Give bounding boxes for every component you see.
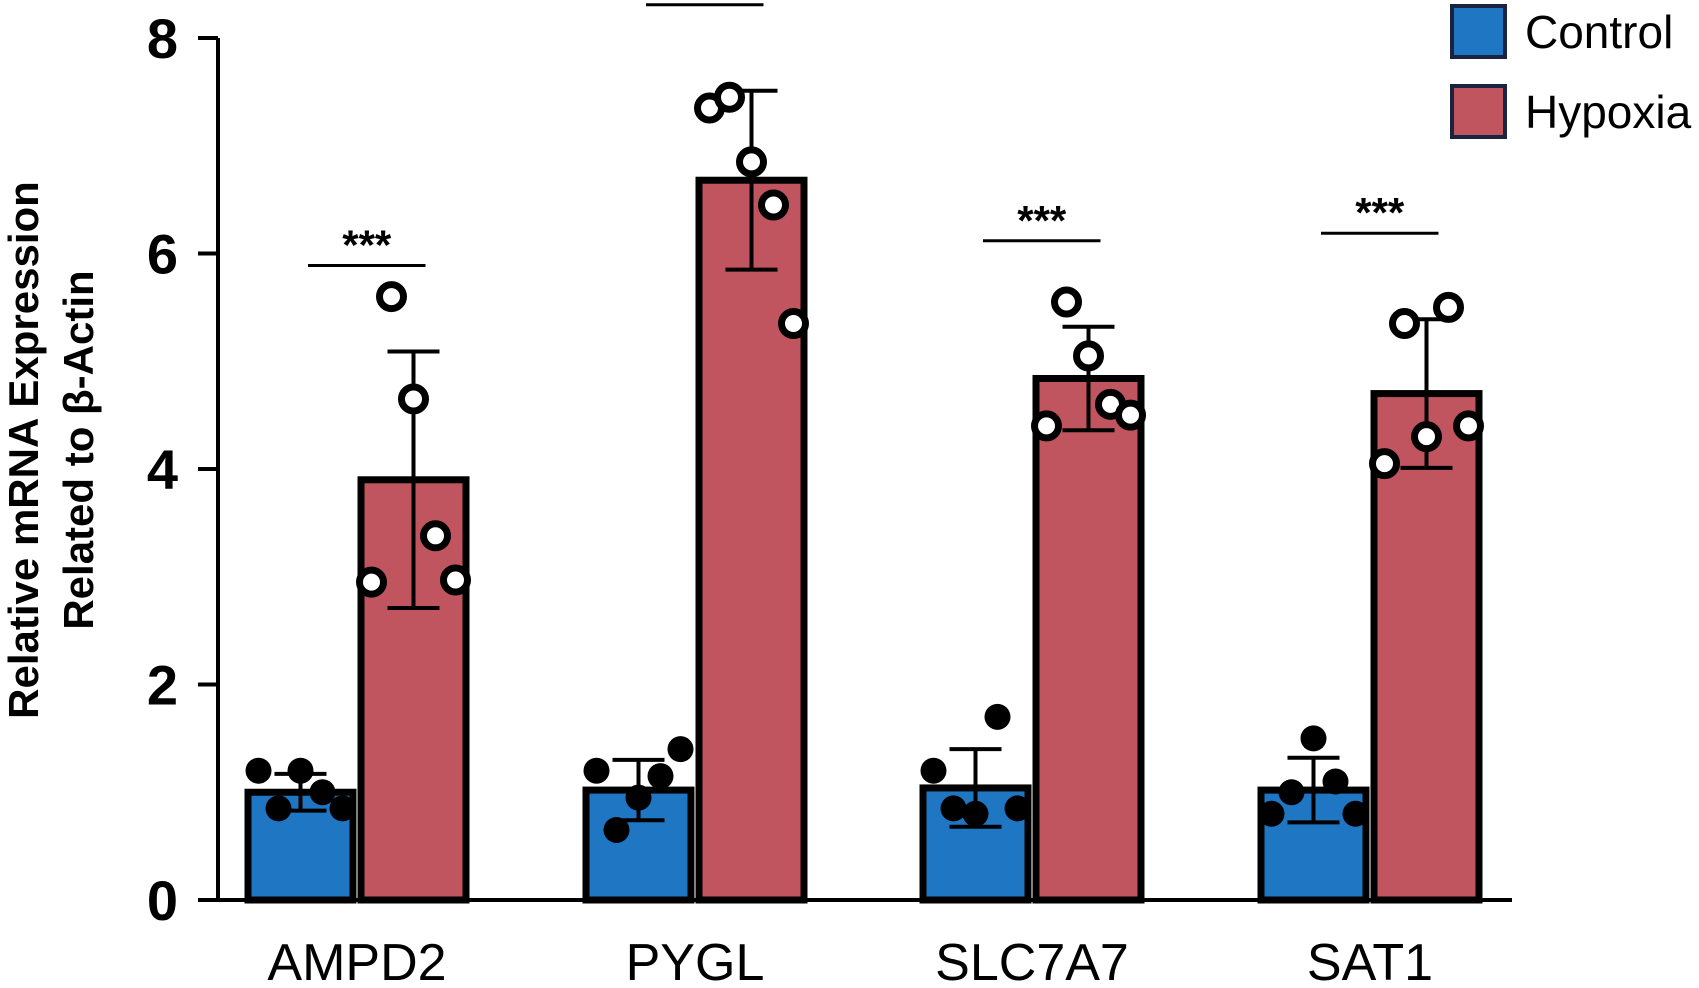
data-point-control — [1258, 800, 1285, 827]
data-point-control — [1322, 768, 1349, 795]
significance-label: *** — [1355, 189, 1405, 236]
data-point-control — [329, 795, 356, 822]
data-point-control — [287, 757, 314, 784]
data-point-control — [1004, 795, 1031, 822]
data-point-hypoxia — [758, 189, 789, 221]
y-tick-label: 4 — [147, 438, 178, 501]
y-tick-label: 2 — [147, 654, 178, 717]
data-point-control — [667, 736, 694, 763]
data-point-control — [309, 779, 336, 806]
x-tick-label: PYGL — [626, 934, 765, 988]
x-tick-label: SAT1 — [1307, 934, 1433, 988]
legend-label-hypoxia: Hypoxia — [1525, 86, 1692, 138]
data-point-hypoxia — [420, 520, 451, 552]
data-point-hypoxia — [1389, 308, 1420, 340]
x-axis-labels: AMPD2 PYGL SLC7A7 SAT1 — [267, 934, 1433, 988]
legend-swatch-control — [1450, 4, 1507, 59]
data-point-hypoxia — [1031, 410, 1062, 442]
significance-label: *** — [1017, 197, 1067, 244]
data-point-hypoxia — [440, 564, 471, 596]
data-point-hypoxia — [1453, 410, 1484, 442]
y-tick-label: 0 — [147, 869, 178, 932]
data-point-hypoxia — [1073, 340, 1104, 372]
y-axis-label-line-1: Relative mRNA Expression — [0, 181, 47, 719]
data-point-control — [603, 816, 630, 843]
data-point-hypoxia — [398, 383, 429, 415]
data-point-hypoxia — [1115, 399, 1146, 431]
y-axis-label-line-2: Related to β-Actin — [55, 270, 102, 629]
data-point-control — [920, 757, 947, 784]
data-point-control — [245, 757, 272, 784]
significance-markers: *** *** *** *** — [308, 0, 1439, 269]
x-tick-label: SLC7A7 — [935, 934, 1129, 988]
data-point-hypoxia — [1369, 448, 1400, 480]
data-point-hypoxia — [356, 566, 387, 598]
legend-label-control: Control — [1525, 6, 1673, 58]
data-point-control — [940, 795, 967, 822]
data-point-control — [583, 757, 610, 784]
data-point-hypoxia — [714, 81, 745, 113]
bar-hypoxia-slc7a7 — [1032, 374, 1145, 904]
bar-hypoxia-pygl — [695, 176, 808, 904]
bar-control-pygl — [582, 786, 695, 904]
data-point-control — [984, 703, 1011, 730]
data-point-control — [265, 795, 292, 822]
data-point-hypoxia — [778, 308, 809, 340]
data-point-hypoxia — [736, 146, 767, 178]
data-point-control — [625, 784, 652, 811]
significance-label: *** — [680, 0, 730, 8]
data-point-control — [1300, 725, 1327, 752]
x-tick-label: AMPD2 — [267, 934, 446, 988]
data-point-hypoxia — [1051, 286, 1082, 318]
y-tick-label: 8 — [147, 7, 178, 70]
data-points — [245, 81, 1484, 843]
data-point-hypoxia — [1433, 291, 1464, 323]
data-point-control — [1342, 800, 1369, 827]
data-point-hypoxia — [376, 281, 407, 313]
legend: Control Hypoxia — [1450, 4, 1692, 139]
y-tick-label: 6 — [147, 223, 178, 286]
significance-label: *** — [342, 222, 392, 269]
data-point-control — [647, 763, 674, 790]
data-point-control — [962, 800, 989, 827]
legend-swatch-hypoxia — [1450, 84, 1507, 139]
data-point-control — [1278, 779, 1305, 806]
data-point-hypoxia — [1411, 421, 1442, 453]
